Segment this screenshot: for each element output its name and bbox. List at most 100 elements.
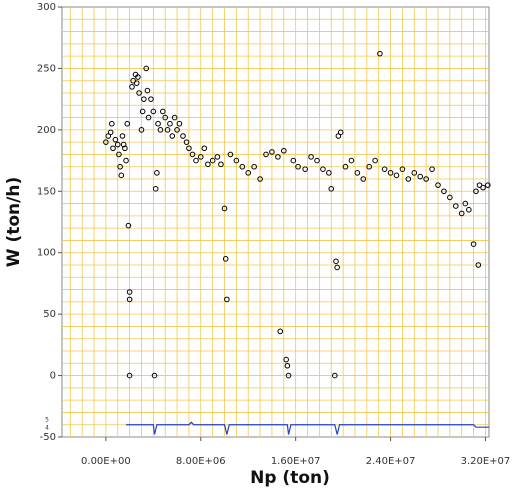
data-point	[152, 186, 159, 192]
data-point	[239, 163, 246, 170]
data-point	[452, 203, 459, 209]
data-point	[107, 129, 114, 136]
data-point	[205, 161, 211, 168]
data-point	[171, 114, 178, 121]
data-point	[435, 182, 441, 188]
data-point	[295, 163, 301, 170]
data-point	[285, 372, 292, 379]
data-point	[399, 166, 406, 172]
y-axis-title: W (ton/h)	[4, 177, 24, 267]
data-point	[176, 120, 183, 127]
data-point	[136, 90, 142, 96]
data-point	[110, 145, 116, 152]
data-point	[354, 170, 361, 176]
data-point	[372, 157, 378, 164]
data-point	[157, 127, 164, 133]
data-point	[377, 50, 383, 57]
data-point	[473, 188, 479, 195]
data-point	[125, 222, 132, 229]
data-point	[197, 154, 204, 160]
data-point	[155, 120, 161, 127]
data-point	[201, 145, 208, 152]
data-point	[393, 172, 400, 179]
data-point	[189, 151, 196, 158]
data-point	[257, 176, 263, 182]
data-point	[119, 133, 126, 139]
data-point	[118, 172, 125, 179]
data-point	[162, 114, 168, 121]
y-tick-label: -50	[40, 432, 56, 443]
data-point	[275, 154, 281, 160]
data-point	[334, 264, 340, 271]
data-point	[124, 120, 131, 127]
data-point	[233, 157, 240, 164]
data-point	[284, 362, 291, 369]
data-point	[458, 210, 465, 217]
data-point	[221, 205, 228, 212]
y-tick-label: 300	[37, 2, 56, 13]
data-point	[122, 145, 128, 152]
data-point	[429, 166, 435, 172]
y-tick-label: 150	[37, 186, 56, 197]
y-tick-label: 100	[37, 248, 56, 259]
data-point	[283, 356, 289, 363]
data-point	[269, 149, 275, 155]
data-point	[328, 186, 335, 192]
data-point	[222, 256, 229, 262]
data-point	[417, 173, 424, 180]
data-point	[160, 108, 166, 115]
data-point	[245, 170, 252, 176]
x-tick-label: 1.60E+07	[271, 456, 321, 467]
data-point	[348, 157, 355, 164]
data-point	[314, 157, 320, 164]
data-point	[144, 87, 151, 94]
data-point	[126, 372, 133, 379]
data-point	[485, 182, 491, 188]
data-point	[141, 96, 147, 102]
y-tick-label: 0	[50, 371, 56, 382]
data-point	[114, 141, 121, 148]
y-tick-label: 250	[37, 63, 56, 74]
data-point	[214, 154, 221, 160]
data-point	[183, 139, 190, 145]
data-point	[447, 194, 453, 201]
data-point	[126, 296, 133, 303]
data-point	[174, 127, 180, 133]
data-point	[251, 163, 257, 170]
data-point	[139, 108, 146, 115]
data-point	[480, 184, 486, 191]
data-point	[164, 127, 171, 133]
data-point	[333, 258, 339, 265]
data-point	[103, 139, 109, 145]
data-point	[112, 136, 119, 143]
data-point	[277, 328, 284, 335]
data-point	[308, 154, 314, 160]
data-point	[290, 157, 297, 164]
x-axis-title: Np (ton)	[250, 468, 330, 488]
data-point	[120, 141, 127, 148]
status-line	[126, 421, 489, 435]
x-tick-label: 2.40E+07	[366, 456, 416, 467]
data-point	[126, 289, 133, 295]
data-point	[135, 74, 141, 80]
data-point	[381, 166, 388, 172]
data-point	[145, 114, 152, 121]
data-point	[441, 188, 447, 195]
annotation: 5	[45, 417, 49, 424]
x-tick-label: 3.20E+07	[461, 456, 511, 467]
data-point	[138, 127, 145, 133]
data-point	[218, 161, 224, 168]
data-point	[209, 157, 216, 164]
data-point	[143, 65, 150, 72]
data-point	[337, 129, 344, 136]
data-point	[129, 84, 135, 90]
data-point	[423, 176, 429, 182]
x-tick-label: 0.00E+00	[81, 456, 131, 467]
data-point	[475, 262, 482, 268]
data-point	[180, 133, 186, 139]
data-point	[263, 151, 269, 158]
data-point	[148, 96, 154, 102]
x-tick-label: 8.00E+06	[176, 456, 226, 467]
data-point	[123, 157, 129, 164]
